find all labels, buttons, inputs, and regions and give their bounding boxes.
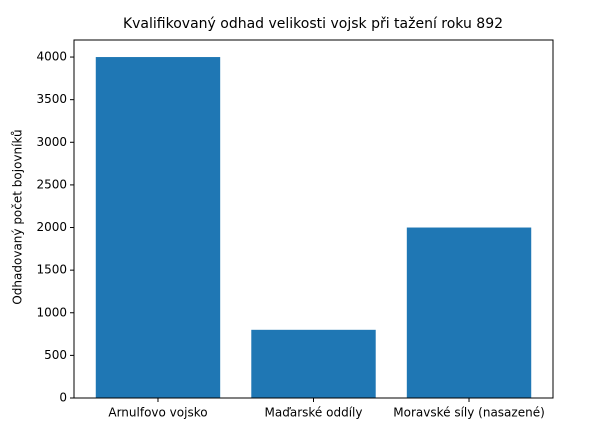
bar <box>95 57 221 399</box>
y-tick-label: 4000 <box>36 50 67 64</box>
y-tick-label: 500 <box>44 348 67 362</box>
bar <box>406 227 532 398</box>
chart-title: Kvalifikovaný odhad velikosti vojsk při … <box>123 16 503 32</box>
y-tick-label: 2500 <box>36 177 67 191</box>
bar <box>251 329 376 398</box>
y-tick-label: 1500 <box>36 263 67 277</box>
y-tick-label: 2000 <box>36 220 67 234</box>
x-tick-label: Moravské síly (nasazené) <box>393 406 545 420</box>
y-tick-label: 1000 <box>36 305 67 319</box>
y-tick-label: 0 <box>59 391 67 405</box>
x-tick-label: Maďarské oddíly <box>265 406 363 420</box>
y-axis-label: Odhadovaný počet bojovníků <box>11 129 25 304</box>
x-tick-label: Arnulfovo vojsko <box>108 406 207 420</box>
axes-frame <box>73 39 554 399</box>
y-tick-label: 3000 <box>36 135 67 149</box>
y-tick-label: 3500 <box>36 92 67 106</box>
